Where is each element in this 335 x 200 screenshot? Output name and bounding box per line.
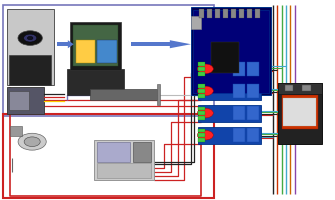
Bar (131, 43, 173, 47)
Bar (278, 84, 322, 144)
Bar (247, 10, 252, 19)
Bar (207, 10, 212, 19)
Bar (9, 92, 29, 110)
Circle shape (18, 32, 42, 46)
Bar (198, 63, 205, 67)
Bar (191, 8, 271, 96)
Bar (247, 129, 259, 142)
Circle shape (197, 65, 213, 74)
Bar (198, 117, 205, 120)
Bar (7, 88, 44, 114)
Bar (232, 85, 245, 98)
Bar (211, 43, 239, 74)
Bar (10, 126, 22, 136)
Circle shape (197, 131, 213, 140)
Bar (198, 73, 205, 76)
Bar (76, 41, 95, 63)
Circle shape (18, 134, 46, 150)
Bar (281, 96, 318, 129)
Bar (67, 69, 124, 96)
Bar (302, 86, 311, 92)
Bar (283, 99, 316, 126)
Bar (70, 23, 121, 71)
Circle shape (24, 137, 40, 147)
Bar (232, 63, 245, 76)
Polygon shape (170, 41, 191, 49)
Circle shape (23, 35, 37, 43)
Bar (198, 68, 205, 72)
Bar (157, 85, 160, 105)
Bar (198, 61, 261, 78)
Bar (278, 84, 322, 95)
Bar (97, 163, 151, 178)
Bar (9, 56, 51, 86)
Bar (57, 43, 69, 47)
Bar (3, 6, 214, 116)
Bar (198, 129, 205, 133)
Polygon shape (68, 41, 74, 49)
Bar (96, 41, 117, 63)
Bar (97, 142, 130, 162)
Bar (198, 139, 205, 142)
Circle shape (27, 37, 33, 41)
Bar (232, 107, 245, 120)
Bar (198, 134, 205, 138)
Bar (133, 142, 151, 162)
Bar (198, 127, 261, 144)
Bar (3, 114, 214, 198)
Bar (191, 17, 201, 30)
Bar (198, 83, 261, 100)
Bar (198, 107, 205, 111)
Bar (198, 105, 261, 122)
Bar (247, 85, 259, 98)
Bar (247, 63, 259, 76)
Bar (73, 26, 118, 67)
Circle shape (197, 109, 213, 118)
Bar (239, 10, 244, 19)
Bar (198, 85, 205, 89)
Bar (232, 129, 245, 142)
Bar (198, 90, 205, 94)
Circle shape (197, 87, 213, 96)
Bar (7, 10, 54, 86)
Bar (231, 10, 236, 19)
Bar (198, 95, 205, 98)
Bar (284, 86, 293, 92)
Bar (247, 107, 259, 120)
Bar (215, 10, 220, 19)
Bar (223, 10, 228, 19)
Bar (94, 140, 154, 180)
Bar (90, 90, 157, 100)
Bar (198, 112, 205, 116)
Bar (193, 11, 269, 93)
Bar (255, 10, 260, 19)
Bar (199, 10, 204, 19)
